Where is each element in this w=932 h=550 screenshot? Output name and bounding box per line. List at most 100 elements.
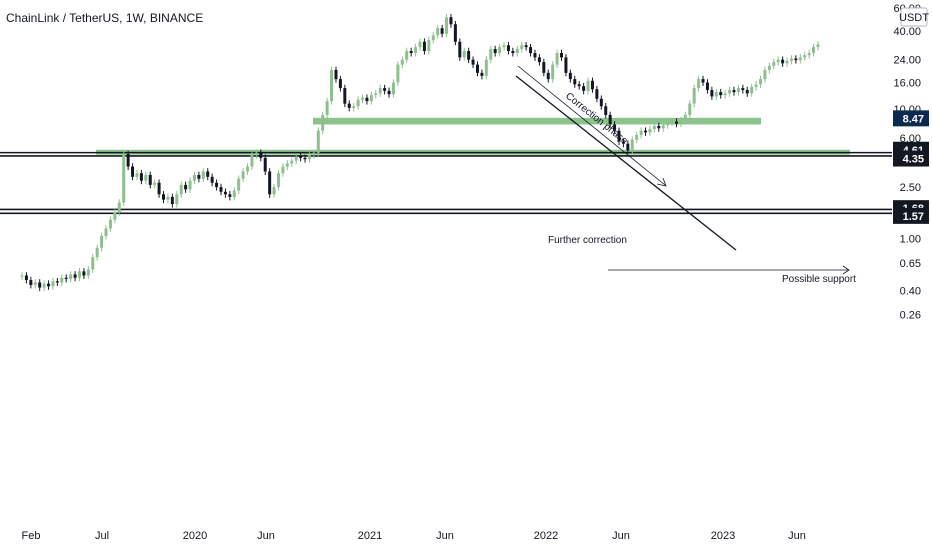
currency-button[interactable]: USDT: [899, 7, 929, 27]
candle: [135, 169, 139, 181]
candle: [347, 100, 351, 112]
price-tick: 0.40: [900, 285, 921, 297]
candle: [325, 97, 329, 119]
candle: [272, 183, 276, 198]
candle: [666, 118, 670, 129]
candle: [276, 169, 280, 191]
candle: [126, 150, 130, 171]
candle: [816, 41, 820, 51]
candle: [736, 84, 740, 96]
candle: [436, 24, 440, 39]
candle: [697, 75, 701, 92]
candle: [42, 280, 46, 292]
candle: [144, 171, 148, 185]
candle: [524, 41, 528, 51]
candle: [546, 69, 550, 83]
time-tick: 2022: [534, 530, 558, 542]
candle: [679, 116, 683, 128]
candle: [763, 66, 767, 83]
candle: [692, 84, 696, 108]
candle: [352, 102, 356, 112]
candle: [210, 173, 214, 187]
candle: [263, 154, 267, 175]
candle: [652, 122, 656, 133]
candle: [246, 163, 250, 175]
price-level-label-4.35: 4.35: [893, 150, 929, 167]
candle: [489, 45, 493, 64]
candle: [47, 280, 51, 290]
candle: [551, 61, 555, 83]
candle: [405, 47, 409, 64]
candle: [502, 41, 506, 51]
candle: [515, 45, 519, 57]
candle: [480, 69, 484, 80]
candle: [648, 125, 652, 136]
candle: [599, 95, 603, 110]
candle: [38, 279, 42, 292]
candle: [555, 49, 559, 69]
candle: [759, 75, 763, 88]
candle: [789, 55, 793, 65]
candle: [635, 131, 639, 144]
candle: [745, 86, 749, 97]
resistance-zone[interactable]: [313, 117, 761, 125]
candle: [24, 272, 28, 284]
candle: [64, 274, 68, 283]
candle: [595, 85, 599, 103]
candle: [409, 47, 413, 57]
candle: [157, 179, 161, 198]
candle: [281, 163, 285, 177]
candle: [414, 43, 418, 57]
candle: [383, 84, 387, 95]
candle: [268, 168, 272, 198]
possible-support-arrowhead: [842, 265, 850, 275]
candle: [484, 56, 488, 80]
candle: [449, 13, 453, 28]
candle: [290, 157, 294, 167]
candle: [564, 54, 568, 77]
candle: [750, 83, 754, 97]
time-tick: 2020: [183, 530, 207, 542]
time-axis[interactable]: Feb Jul 2020 Jun 2021 Jun 2022 Jun 2023 Jun: [22, 530, 806, 542]
last-price-label: 8.47: [893, 110, 929, 127]
candle: [683, 111, 687, 124]
candle: [241, 168, 245, 183]
price-tick: 2.50: [900, 182, 921, 194]
candle: [621, 138, 625, 148]
candle: [104, 225, 108, 240]
candle: [91, 253, 95, 273]
candle: [475, 61, 479, 77]
candle: [219, 183, 223, 196]
price-tick: 0.26: [900, 310, 921, 322]
time-tick: Jun: [612, 530, 630, 542]
candle: [374, 90, 378, 99]
candle: [728, 86, 732, 97]
candle: [604, 102, 608, 119]
candle: [307, 151, 311, 163]
svg-text:8.47: 8.47: [903, 113, 924, 125]
candle: [228, 191, 232, 201]
svg-text:1.57: 1.57: [903, 211, 924, 223]
price-tick: 40.00: [893, 26, 921, 38]
candle: [29, 276, 33, 289]
candle: [577, 81, 581, 90]
candle: [338, 75, 342, 92]
correction-arrow[interactable]: [517, 65, 666, 186]
chart-title: ChainLink / TetherUS, 1W, BINANCE: [6, 11, 203, 25]
candle: [108, 216, 112, 232]
candle: [608, 111, 612, 128]
candle: [644, 127, 648, 136]
candle: [175, 191, 179, 208]
candle: [170, 193, 174, 208]
candle: [670, 118, 674, 126]
candle: [754, 81, 758, 91]
candle: [537, 54, 541, 66]
correction-trendline[interactable]: [515, 75, 737, 251]
candle: [586, 77, 590, 95]
candle: [701, 75, 705, 87]
candle: [73, 271, 77, 282]
candle: [776, 56, 780, 66]
candle: [657, 122, 661, 132]
candle: [131, 163, 135, 181]
